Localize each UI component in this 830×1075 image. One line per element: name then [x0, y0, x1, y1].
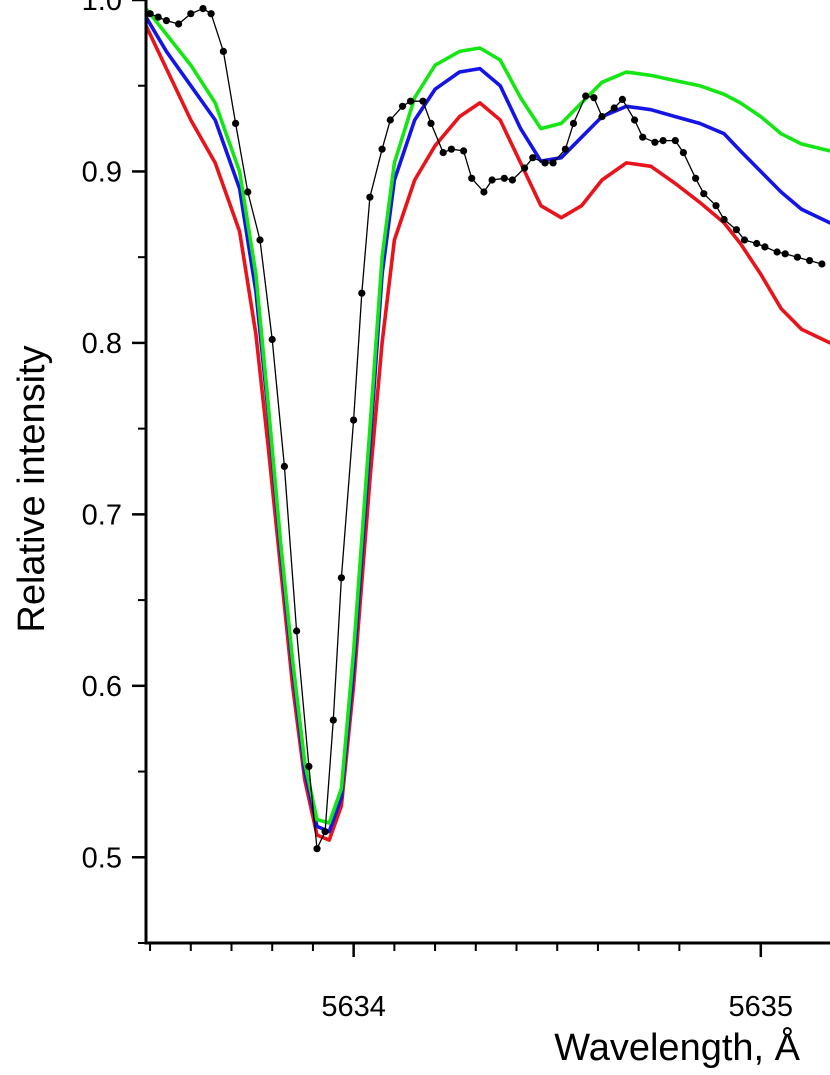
data-point [700, 190, 708, 198]
y-tick-label: 0.7 [82, 499, 122, 531]
data-point [781, 250, 789, 258]
data-point [244, 188, 252, 196]
series-line-0 [146, 23, 830, 842]
series-line-2 [146, 6, 830, 825]
data-point [773, 248, 781, 256]
data-point [256, 236, 264, 244]
x-tick-label: 5635 [729, 991, 794, 1023]
data-point [447, 145, 455, 153]
data-point [806, 257, 814, 265]
data-point [692, 174, 700, 182]
data-point [407, 97, 415, 105]
data-point [366, 193, 374, 201]
data-point [500, 174, 508, 182]
y-tick-label: 0.9 [82, 156, 122, 188]
axes-layer: 0.5 0.6 0.7 0.8 0.9 1.0 5634 5635 [82, 0, 830, 1023]
data-point [350, 416, 358, 424]
data-point [305, 762, 313, 771]
data-point [793, 253, 802, 261]
data-point [818, 260, 826, 268]
y-axis-title: Relative intensity [11, 345, 53, 632]
y-tick-label: 1.0 [82, 0, 122, 17]
data-point [232, 119, 240, 127]
data-point [561, 145, 570, 153]
x-axis-title: Wavelength, Å [554, 1025, 800, 1069]
data-point [146, 10, 154, 18]
data-point [569, 119, 578, 127]
data-point [610, 104, 618, 112]
data-point [280, 462, 288, 470]
data-point [378, 145, 386, 153]
data-point [761, 243, 769, 251]
data-point [419, 97, 427, 105]
data-point [358, 289, 366, 297]
data-point [321, 828, 329, 836]
data-point [639, 133, 647, 141]
y-tick-label: 0.8 [82, 328, 122, 360]
data-point [468, 174, 476, 182]
data-point [488, 176, 496, 184]
data-point [175, 20, 183, 28]
data-point [439, 149, 447, 157]
y-tick-label: 0.5 [82, 842, 122, 874]
series-line-1 [146, 15, 830, 834]
data-point [712, 202, 720, 210]
data-point [154, 13, 162, 21]
data-point [521, 164, 529, 172]
x-tick-label: 5634 [321, 991, 386, 1023]
data-point [631, 116, 639, 124]
data-point [732, 226, 741, 234]
data-point [618, 95, 627, 103]
data-point [460, 147, 468, 155]
data-point [651, 138, 659, 146]
data-point [398, 102, 407, 110]
data-point [427, 119, 435, 127]
data-point [671, 137, 679, 145]
data-point [582, 92, 590, 100]
data-point [740, 236, 749, 244]
data-point [313, 845, 321, 853]
data-point [529, 154, 537, 162]
data-point [480, 188, 488, 196]
data-point [207, 10, 215, 18]
series-line-3 [149, 7, 823, 850]
series-layer [146, 5, 830, 853]
data-point [219, 47, 227, 56]
data-point [549, 159, 557, 167]
data-point [199, 5, 207, 13]
data-point [293, 627, 301, 635]
data-point [679, 149, 688, 157]
data-point [508, 176, 516, 184]
data-point [386, 116, 394, 124]
data-point [598, 113, 606, 121]
data-point [541, 159, 549, 167]
data-point [187, 10, 195, 18]
data-point [720, 215, 728, 224]
data-point [590, 94, 598, 102]
data-point [268, 335, 276, 344]
data-point [753, 239, 761, 248]
data-point [162, 17, 170, 25]
y-tick-label: 0.6 [82, 671, 122, 703]
data-point [659, 137, 667, 145]
data-point [337, 574, 345, 582]
data-point [329, 716, 337, 724]
